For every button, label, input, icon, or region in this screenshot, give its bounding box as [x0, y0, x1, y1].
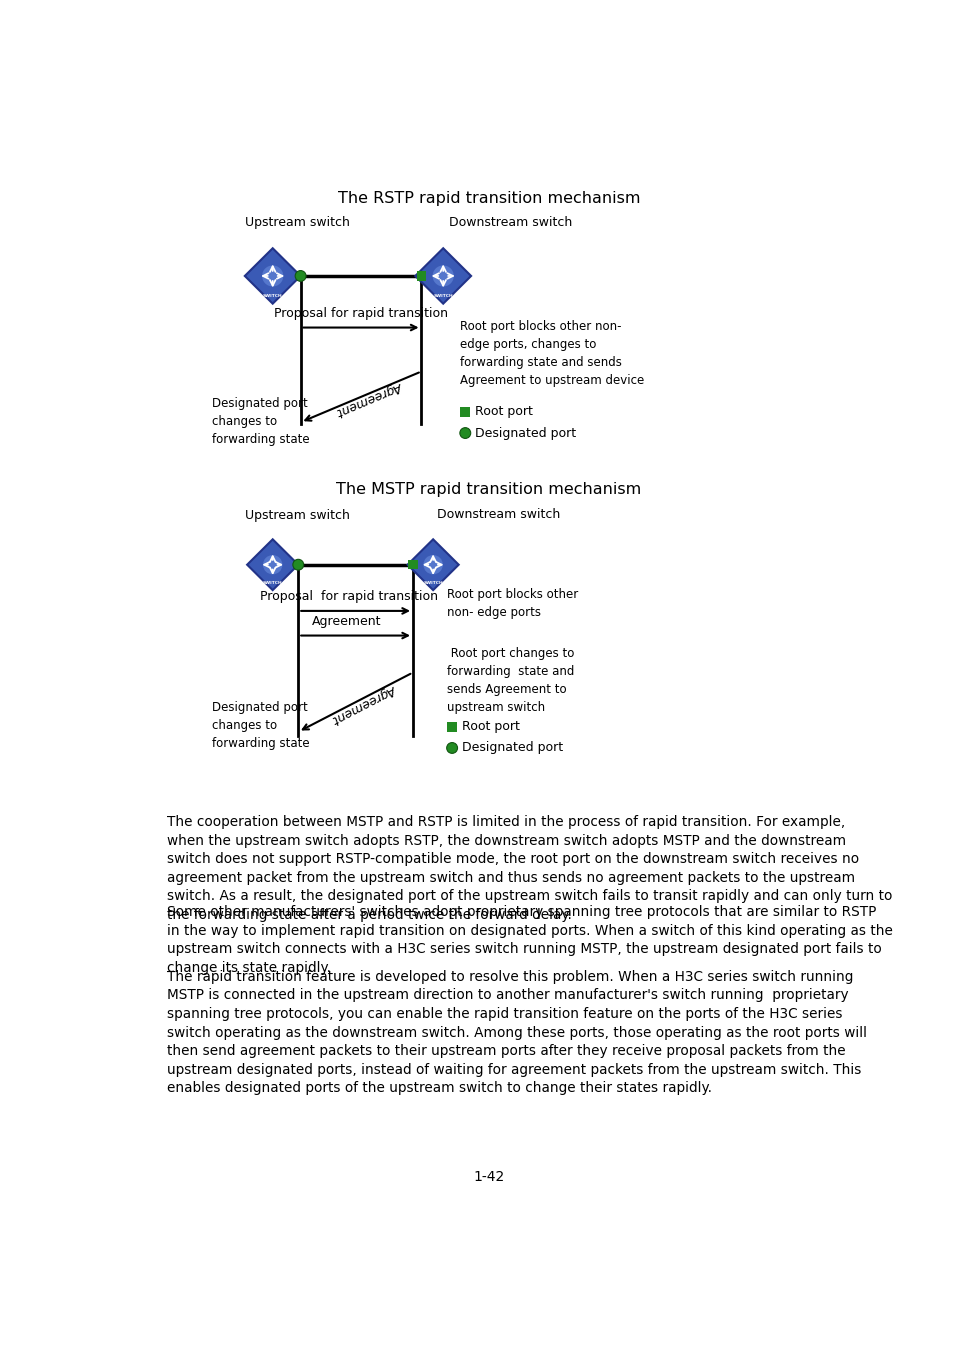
Polygon shape: [247, 539, 298, 590]
Bar: [416, 271, 426, 281]
Circle shape: [432, 266, 454, 286]
Polygon shape: [407, 539, 458, 590]
Text: Agreement: Agreement: [312, 614, 380, 628]
Text: SWITCH: SWITCH: [263, 580, 282, 585]
Text: Upstream switch: Upstream switch: [245, 509, 350, 521]
Text: Agreement: Agreement: [331, 682, 398, 726]
Text: Root port blocks other
non- edge ports: Root port blocks other non- edge ports: [447, 587, 578, 618]
Text: Root port blocks other non-
edge ports, changes to
forwarding state and sends
Ag: Root port blocks other non- edge ports, …: [459, 320, 644, 387]
Text: Proposal  for rapid transition: Proposal for rapid transition: [260, 590, 438, 603]
Circle shape: [294, 270, 306, 281]
Circle shape: [446, 743, 457, 753]
Text: Proposal for rapid transition: Proposal for rapid transition: [274, 306, 448, 320]
Text: Root port: Root port: [461, 721, 519, 733]
Text: SWITCH: SWITCH: [433, 294, 453, 298]
Text: 1-42: 1-42: [473, 1170, 504, 1184]
Circle shape: [293, 559, 303, 570]
Text: Agreement: Agreement: [335, 379, 404, 418]
Text: Downstream switch: Downstream switch: [449, 216, 572, 230]
Text: The rapid transition feature is developed to resolve this problem. When a H3C se: The rapid transition feature is develope…: [167, 969, 866, 1095]
Polygon shape: [415, 248, 471, 304]
Circle shape: [423, 555, 442, 574]
Text: Upstream switch: Upstream switch: [245, 216, 350, 230]
Text: Designated port
changes to
forwarding state: Designated port changes to forwarding st…: [212, 397, 310, 446]
Text: Root port changes to
forwarding  state and
sends Agreement to
upstream switch: Root port changes to forwarding state an…: [447, 647, 574, 714]
Text: SWITCH: SWITCH: [263, 294, 282, 298]
Text: Root port: Root port: [475, 405, 533, 418]
Bar: [459, 406, 470, 417]
Text: Designated port
changes to
forwarding state: Designated port changes to forwarding st…: [212, 701, 310, 751]
Bar: [447, 722, 456, 732]
Text: Designated port: Designated port: [475, 427, 576, 440]
Text: The cooperation between MSTP and RSTP is limited in the process of rapid transit: The cooperation between MSTP and RSTP is…: [167, 815, 892, 922]
Bar: [408, 560, 417, 570]
Text: Some other manufacturers' switches adopt proprietary spanning tree protocols tha: Some other manufacturers' switches adopt…: [167, 904, 892, 975]
Circle shape: [459, 428, 470, 439]
Text: Downstream switch: Downstream switch: [436, 509, 559, 521]
Circle shape: [262, 266, 283, 286]
Text: The RSTP rapid transition mechanism: The RSTP rapid transition mechanism: [337, 192, 639, 207]
Text: The MSTP rapid transition mechanism: The MSTP rapid transition mechanism: [336, 482, 640, 497]
Polygon shape: [245, 248, 300, 304]
Circle shape: [263, 555, 282, 574]
Text: Designated port: Designated port: [461, 741, 562, 755]
Text: SWITCH: SWITCH: [423, 580, 442, 585]
